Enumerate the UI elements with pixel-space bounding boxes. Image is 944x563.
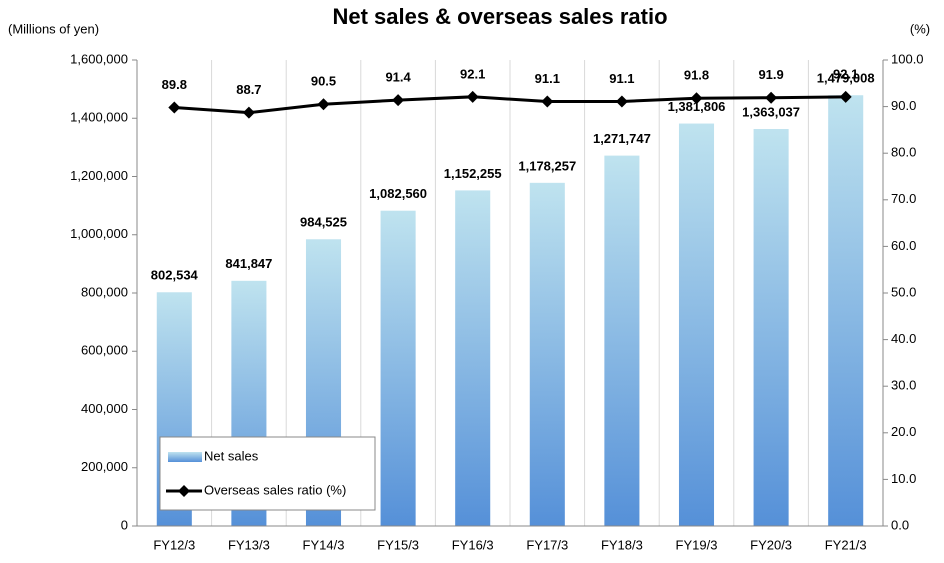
y-tick-label: 200,000 — [81, 459, 128, 474]
y-axis-label: (Millions of yen) — [8, 21, 99, 36]
y-tick-label: 1,000,000 — [70, 226, 128, 241]
y2-tick-label: 80.0 — [891, 145, 916, 160]
y2-tick-label: 90.0 — [891, 98, 916, 113]
x-tick-label: FY17/3 — [526, 537, 568, 552]
x-tick-label: FY16/3 — [452, 537, 494, 552]
legend-marker — [178, 485, 190, 497]
bar-value-label: 1,082,560 — [369, 186, 427, 201]
line-marker — [839, 90, 852, 103]
bar — [455, 190, 491, 526]
line-value-label: 91.9 — [758, 67, 783, 82]
x-tick-label: FY14/3 — [303, 537, 345, 552]
line-value-label: 92.1 — [833, 66, 858, 81]
x-tick-label: FY20/3 — [750, 537, 792, 552]
grid — [211, 60, 809, 526]
line-value-label: 91.8 — [684, 68, 709, 83]
bar-value-label: 1,271,747 — [593, 131, 651, 146]
bar-value-label: 1,363,037 — [742, 104, 800, 119]
y-tick-label: 400,000 — [81, 401, 128, 416]
y2-tick-label: 60.0 — [891, 238, 916, 253]
line-value-label: 88.7 — [236, 82, 261, 97]
bar — [604, 155, 640, 526]
y2-axis-label: (%) — [910, 21, 930, 36]
bar — [678, 123, 715, 526]
y2-tick-label: 30.0 — [891, 378, 916, 393]
legend-label: Overseas sales ratio (%) — [204, 482, 346, 497]
line-marker — [765, 91, 778, 104]
x-tick-label: FY13/3 — [228, 537, 270, 552]
bar-value-label: 1,479,008 — [817, 71, 875, 86]
x-tick-label: FY21/3 — [825, 537, 867, 552]
line-marker — [317, 98, 330, 111]
line-marker — [392, 94, 405, 107]
x-tick-label: FY18/3 — [601, 537, 643, 552]
y-tick-label: 0 — [121, 517, 128, 532]
bar — [529, 182, 565, 526]
line-marker — [690, 92, 703, 105]
bar-value-label: 802,534 — [151, 268, 199, 283]
x-tick-label: FY12/3 — [153, 537, 195, 552]
y2-tick-label: 50.0 — [891, 284, 916, 299]
bar — [380, 210, 416, 526]
y-tick-label: 800,000 — [81, 284, 128, 299]
line-value-label: 90.5 — [311, 74, 336, 89]
line-value-label: 91.1 — [609, 71, 634, 86]
line-value-label: 91.4 — [385, 70, 411, 85]
y2-tick-label: 10.0 — [891, 471, 916, 486]
y-tick-label: 1,200,000 — [70, 168, 128, 183]
overlay: 0 200,000 400,000 600,000 800,000 1,000,000 1,… — [70, 51, 923, 552]
line-marker — [168, 101, 181, 114]
bar — [753, 129, 789, 526]
bar-value-label: 1,178,257 — [518, 158, 576, 173]
line-marker — [242, 106, 255, 119]
line-value-label: 89.8 — [162, 77, 187, 92]
legend-label: Net sales — [204, 448, 259, 463]
line — [174, 95, 846, 115]
y2-tick-label: 20.0 — [891, 424, 916, 439]
x-tick-label: FY19/3 — [676, 537, 718, 552]
line-marker — [615, 95, 628, 108]
bar-value-label: 984,525 — [300, 215, 347, 230]
x-tick-label: FY15/3 — [377, 537, 419, 552]
line-marker — [541, 95, 554, 108]
y2-tick-label: 0.0 — [891, 517, 909, 532]
bar-value-label: 1,152,255 — [444, 166, 502, 181]
legend-swatch — [168, 452, 202, 462]
legend-box — [159, 436, 376, 511]
y2-tick-label: 40.0 — [891, 331, 916, 346]
line-value-label: 92.1 — [460, 66, 485, 81]
bar-value-label: 841,847 — [225, 256, 272, 271]
bar — [828, 95, 864, 526]
y-tick-label: 600,000 — [81, 343, 128, 358]
chart-title: Net sales & overseas sales ratio — [332, 4, 667, 29]
y-tick-label: 1,400,000 — [70, 110, 128, 125]
line-value-label: 91.1 — [535, 71, 560, 86]
y2-tick-label: 70.0 — [891, 191, 916, 206]
y-tick-label: 1,600,000 — [70, 51, 128, 66]
line-marker — [466, 90, 479, 103]
y2-tick-label: 100.0 — [891, 51, 924, 66]
bar-value-label: 1,381,806 — [668, 99, 726, 114]
